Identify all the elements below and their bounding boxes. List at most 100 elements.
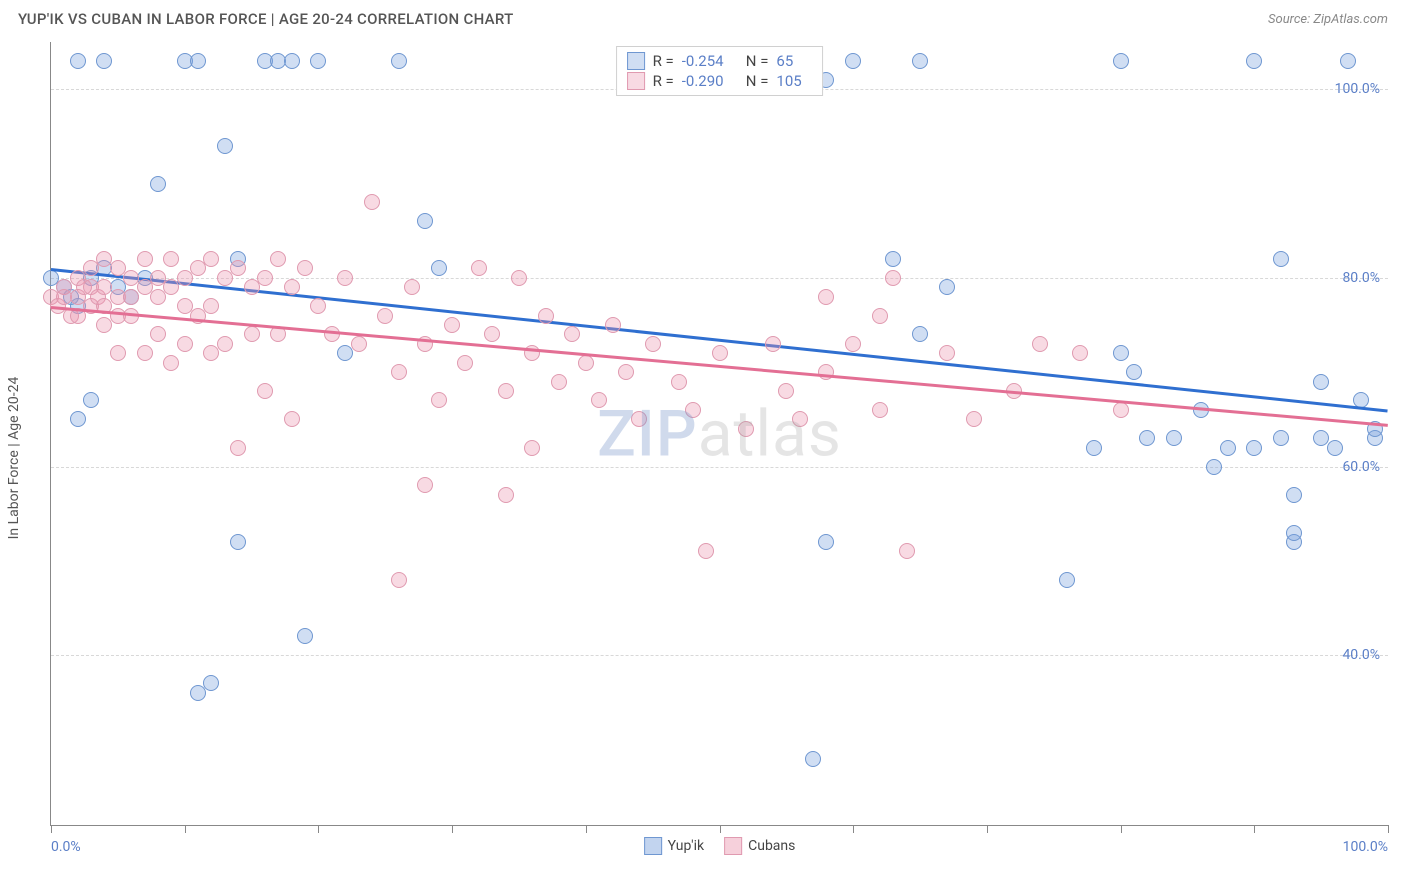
- chart-container: In Labor Force | Age 20-24 ZIPatlas R =-…: [18, 42, 1388, 874]
- data-point: [818, 289, 834, 305]
- data-point: [1273, 430, 1289, 446]
- data-point: [1113, 53, 1129, 69]
- data-point: [257, 383, 273, 399]
- legend-swatch: [627, 52, 645, 70]
- data-point: [230, 534, 246, 550]
- data-point: [230, 260, 246, 276]
- data-point: [457, 355, 473, 371]
- data-point: [270, 251, 286, 267]
- data-point: [203, 251, 219, 267]
- data-point: [310, 298, 326, 314]
- data-point: [498, 383, 514, 399]
- data-point: [1286, 525, 1302, 541]
- legend-r-label: R =: [653, 52, 674, 70]
- data-point: [1246, 440, 1262, 456]
- legend-r-value: -0.290: [682, 72, 738, 90]
- data-point: [1059, 572, 1075, 588]
- data-point: [431, 392, 447, 408]
- series-legend: Yup'ik Cubans: [644, 837, 796, 855]
- data-point: [230, 440, 246, 456]
- data-point: [150, 326, 166, 342]
- data-point: [591, 392, 607, 408]
- data-point: [217, 138, 233, 154]
- data-point: [337, 270, 353, 286]
- data-point: [190, 53, 206, 69]
- legend-row: R =-0.290N =105: [627, 71, 813, 91]
- data-point: [939, 345, 955, 361]
- data-point: [391, 53, 407, 69]
- data-point: [872, 308, 888, 324]
- data-point: [203, 675, 219, 691]
- legend-swatch: [627, 72, 645, 90]
- source-label: Source: ZipAtlas.com: [1268, 12, 1388, 27]
- data-point: [137, 345, 153, 361]
- data-point: [498, 487, 514, 503]
- x-tick: [853, 825, 854, 833]
- data-point: [778, 383, 794, 399]
- x-tick-label: 100.0%: [1343, 839, 1388, 855]
- data-point: [872, 402, 888, 418]
- data-point: [1286, 487, 1302, 503]
- data-point: [284, 53, 300, 69]
- data-point: [899, 543, 915, 559]
- legend-r-label: R =: [653, 72, 674, 90]
- data-point: [351, 336, 367, 352]
- data-point: [738, 421, 754, 437]
- legend-label: Cubans: [748, 838, 795, 854]
- data-point: [297, 260, 313, 276]
- legend-row: R =-0.254N =65: [627, 51, 813, 71]
- data-point: [1032, 336, 1048, 352]
- data-point: [484, 326, 500, 342]
- data-point: [631, 411, 647, 427]
- watermark: ZIPatlas: [597, 396, 842, 471]
- x-tick: [1254, 825, 1255, 833]
- data-point: [551, 374, 567, 390]
- data-point: [1273, 251, 1289, 267]
- data-point: [712, 345, 728, 361]
- data-point: [1313, 374, 1329, 390]
- data-point: [1246, 53, 1262, 69]
- data-point: [1340, 53, 1356, 69]
- data-point: [377, 308, 393, 324]
- x-tick: [452, 825, 453, 833]
- data-point: [818, 534, 834, 550]
- data-point: [150, 176, 166, 192]
- data-point: [1139, 430, 1155, 446]
- data-point: [524, 440, 540, 456]
- data-point: [83, 392, 99, 408]
- data-point: [765, 336, 781, 352]
- data-point: [471, 260, 487, 276]
- y-axis-label: In Labor Force | Age 20-24: [6, 377, 22, 540]
- chart-title: YUP'IK VS CUBAN IN LABOR FORCE | AGE 20-…: [18, 10, 514, 28]
- data-point: [671, 374, 687, 390]
- legend-label: Yup'ik: [668, 838, 704, 854]
- data-point: [685, 402, 701, 418]
- data-point: [939, 279, 955, 295]
- legend-item: Yup'ik: [644, 837, 704, 855]
- data-point: [417, 213, 433, 229]
- data-point: [404, 279, 420, 295]
- plot-area: ZIPatlas R =-0.254N =65R =-0.290N =105 Y…: [50, 42, 1388, 826]
- x-tick: [1121, 825, 1122, 833]
- legend-item: Cubans: [724, 837, 795, 855]
- data-point: [645, 336, 661, 352]
- data-point: [244, 326, 260, 342]
- data-point: [297, 628, 313, 644]
- data-point: [96, 53, 112, 69]
- data-point: [578, 355, 594, 371]
- data-point: [885, 251, 901, 267]
- data-point: [1126, 364, 1142, 380]
- x-tick: [1388, 825, 1389, 833]
- data-point: [284, 279, 300, 295]
- data-point: [1220, 440, 1236, 456]
- data-point: [912, 53, 928, 69]
- data-point: [391, 364, 407, 380]
- x-tick: [987, 825, 988, 833]
- data-point: [564, 326, 580, 342]
- data-point: [163, 355, 179, 371]
- data-point: [163, 251, 179, 267]
- legend-n-label: N =: [746, 52, 769, 70]
- x-tick: [185, 825, 186, 833]
- data-point: [70, 53, 86, 69]
- data-point: [417, 477, 433, 493]
